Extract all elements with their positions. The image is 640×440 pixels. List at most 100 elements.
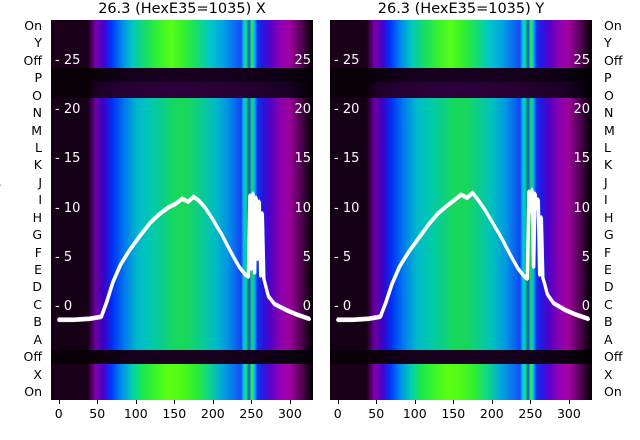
y-axis-label: Dipole bbox=[0, 160, 1, 200]
heatmap-band-center bbox=[330, 170, 592, 265]
category-label-e-14: E bbox=[604, 262, 612, 277]
category-label-o-4: O bbox=[32, 87, 42, 103]
inner-y-tick-15: - 15 bbox=[334, 151, 360, 167]
category-label-d-15: D bbox=[32, 279, 42, 295]
heatmap-panel-y[interactable]: - 0 - 5 - 10 - 15 - 20 - 25 0 5 10 15 20 25 bbox=[330, 20, 592, 400]
category-label-n-5: N bbox=[32, 105, 42, 121]
category-label-off-19: Off bbox=[604, 349, 623, 365]
inner-y-tick-15: 15 bbox=[573, 151, 590, 167]
x-tick-label-300: 300 bbox=[556, 406, 581, 421]
x-tick-label-50: 50 bbox=[368, 406, 385, 421]
category-label-i-10: I bbox=[604, 192, 608, 208]
inner-y-tick-20: 20 bbox=[573, 102, 590, 118]
category-label-i-10: I bbox=[38, 192, 42, 208]
inner-y-tick-20: - 20 bbox=[334, 102, 360, 118]
x-tick-label-100: 100 bbox=[402, 406, 427, 421]
heatmap-band-dark-gap-1 bbox=[51, 68, 313, 82]
x-tick-mark-50 bbox=[97, 400, 99, 404]
inner-y-tick-20: - 20 bbox=[55, 102, 81, 118]
category-label-on-21: On bbox=[24, 384, 42, 399]
category-label-x-20: X bbox=[604, 366, 613, 382]
category-label-b-17: B bbox=[33, 314, 42, 330]
x-tick-label-0: 0 bbox=[54, 406, 63, 421]
category-label-on-0: On bbox=[604, 18, 622, 33]
heatmap-band-dark-gap-2 bbox=[51, 350, 313, 364]
category-label-f-13: F bbox=[604, 244, 612, 260]
category-label-g-12: G bbox=[32, 227, 42, 243]
x-tick-label-200: 200 bbox=[479, 406, 504, 421]
category-label-m-6: M bbox=[31, 122, 42, 138]
category-label-off-2: Off bbox=[23, 52, 42, 68]
heatmap-band-center bbox=[51, 170, 313, 265]
x-tick-mark-300 bbox=[568, 400, 570, 404]
inner-y-tick-0: - 0 bbox=[55, 299, 73, 314]
inner-y-tick-5: - 5 bbox=[55, 249, 73, 265]
inner-y-tick-25: 25 bbox=[294, 53, 311, 68]
category-label-on-21: On bbox=[604, 384, 622, 399]
panel-title-x: 26.3 (HexE35=1035) X bbox=[98, 1, 266, 17]
heatmap-band-top-bright bbox=[51, 20, 313, 68]
inner-y-tick-15: 15 bbox=[294, 151, 311, 167]
category-label-x-20: X bbox=[33, 366, 42, 382]
x-tick-label-250: 250 bbox=[518, 406, 543, 421]
category-label-n-5: N bbox=[604, 105, 614, 121]
category-label-y-1: Y bbox=[604, 35, 612, 51]
heatmap-band-dark-gap-1 bbox=[330, 68, 592, 82]
category-label-g-12: G bbox=[604, 227, 614, 243]
profile-trace bbox=[338, 189, 591, 322]
x-tick-label-300: 300 bbox=[277, 406, 302, 421]
category-label-l-7: L bbox=[604, 140, 611, 155]
heatmap-band-upper-mid bbox=[330, 98, 592, 170]
category-label-h-11: H bbox=[604, 209, 614, 225]
category-label-c-16: C bbox=[604, 296, 613, 312]
x-tick-mark-250 bbox=[530, 400, 532, 404]
category-label-k-8: K bbox=[604, 157, 613, 173]
x-tick-label-200: 200 bbox=[200, 406, 225, 421]
x-tick-label-250: 250 bbox=[239, 406, 264, 421]
x-tick-mark-300 bbox=[289, 400, 291, 404]
category-label-j-9: J bbox=[604, 174, 608, 190]
category-label-y-1: Y bbox=[34, 35, 42, 51]
category-label-f-13: F bbox=[34, 244, 42, 260]
inner-y-tick-25: - 25 bbox=[55, 53, 81, 68]
inner-y-tick-0: - 0 bbox=[334, 299, 352, 314]
heatmap-band-upper-mid bbox=[51, 98, 313, 170]
inner-y-tick-5: 5 bbox=[581, 249, 590, 265]
x-tick-label-150: 150 bbox=[441, 406, 466, 421]
category-axis-right: On Y Off P O N M L K J I H G F E D C B A Off X On bbox=[604, 18, 638, 400]
inner-y-tick-25: 25 bbox=[573, 53, 590, 68]
heatmap-panel-x[interactable]: - 0 - 5 - 10 - 15 - 20 - 25 0 5 10 15 20 25 bbox=[51, 20, 313, 400]
profile-trace bbox=[59, 193, 312, 322]
category-label-e-14: E bbox=[34, 262, 42, 277]
category-label-c-16: C bbox=[33, 296, 42, 312]
category-label-k-8: K bbox=[33, 157, 42, 173]
heatmap-band-dim-strip bbox=[51, 82, 313, 98]
x-tick-mark-150 bbox=[453, 400, 455, 404]
x-tick-mark-100 bbox=[414, 400, 416, 404]
category-label-o-4: O bbox=[604, 87, 614, 103]
plot-area-x: - 0 - 5 - 10 - 15 - 20 - 25 0 5 10 15 20 25 bbox=[51, 20, 313, 400]
x-tick-label-0: 0 bbox=[333, 406, 342, 421]
profile-trace bbox=[57, 194, 311, 323]
x-tick-mark-150 bbox=[174, 400, 176, 404]
category-label-h-11: H bbox=[32, 209, 42, 225]
x-axis-left: 0 50 100 150 200 250 300 bbox=[51, 400, 313, 440]
category-label-m-6: M bbox=[604, 122, 615, 138]
x-tick-label-100: 100 bbox=[123, 406, 148, 421]
category-label-l-7: L bbox=[35, 140, 42, 155]
heatmap-band-lower-mid bbox=[330, 265, 592, 350]
x-tick-mark-0 bbox=[337, 400, 339, 404]
heatmap-band-dim-strip bbox=[330, 82, 592, 98]
inner-y-tick-25: - 25 bbox=[334, 53, 360, 68]
x-tick-label-150: 150 bbox=[162, 406, 187, 421]
inner-y-tick-10: - 10 bbox=[334, 200, 360, 216]
heatmap-band-dark-gap-2 bbox=[330, 350, 592, 364]
profile-curve-y bbox=[336, 187, 591, 323]
inner-y-tick-10: - 10 bbox=[55, 200, 81, 216]
category-label-off-2: Off bbox=[604, 52, 623, 68]
inner-y-tick-5: 5 bbox=[302, 249, 311, 265]
category-label-a-18: A bbox=[604, 331, 613, 347]
inner-y-tick-0: 0 bbox=[302, 299, 311, 314]
category-label-off-19: Off bbox=[23, 349, 42, 365]
